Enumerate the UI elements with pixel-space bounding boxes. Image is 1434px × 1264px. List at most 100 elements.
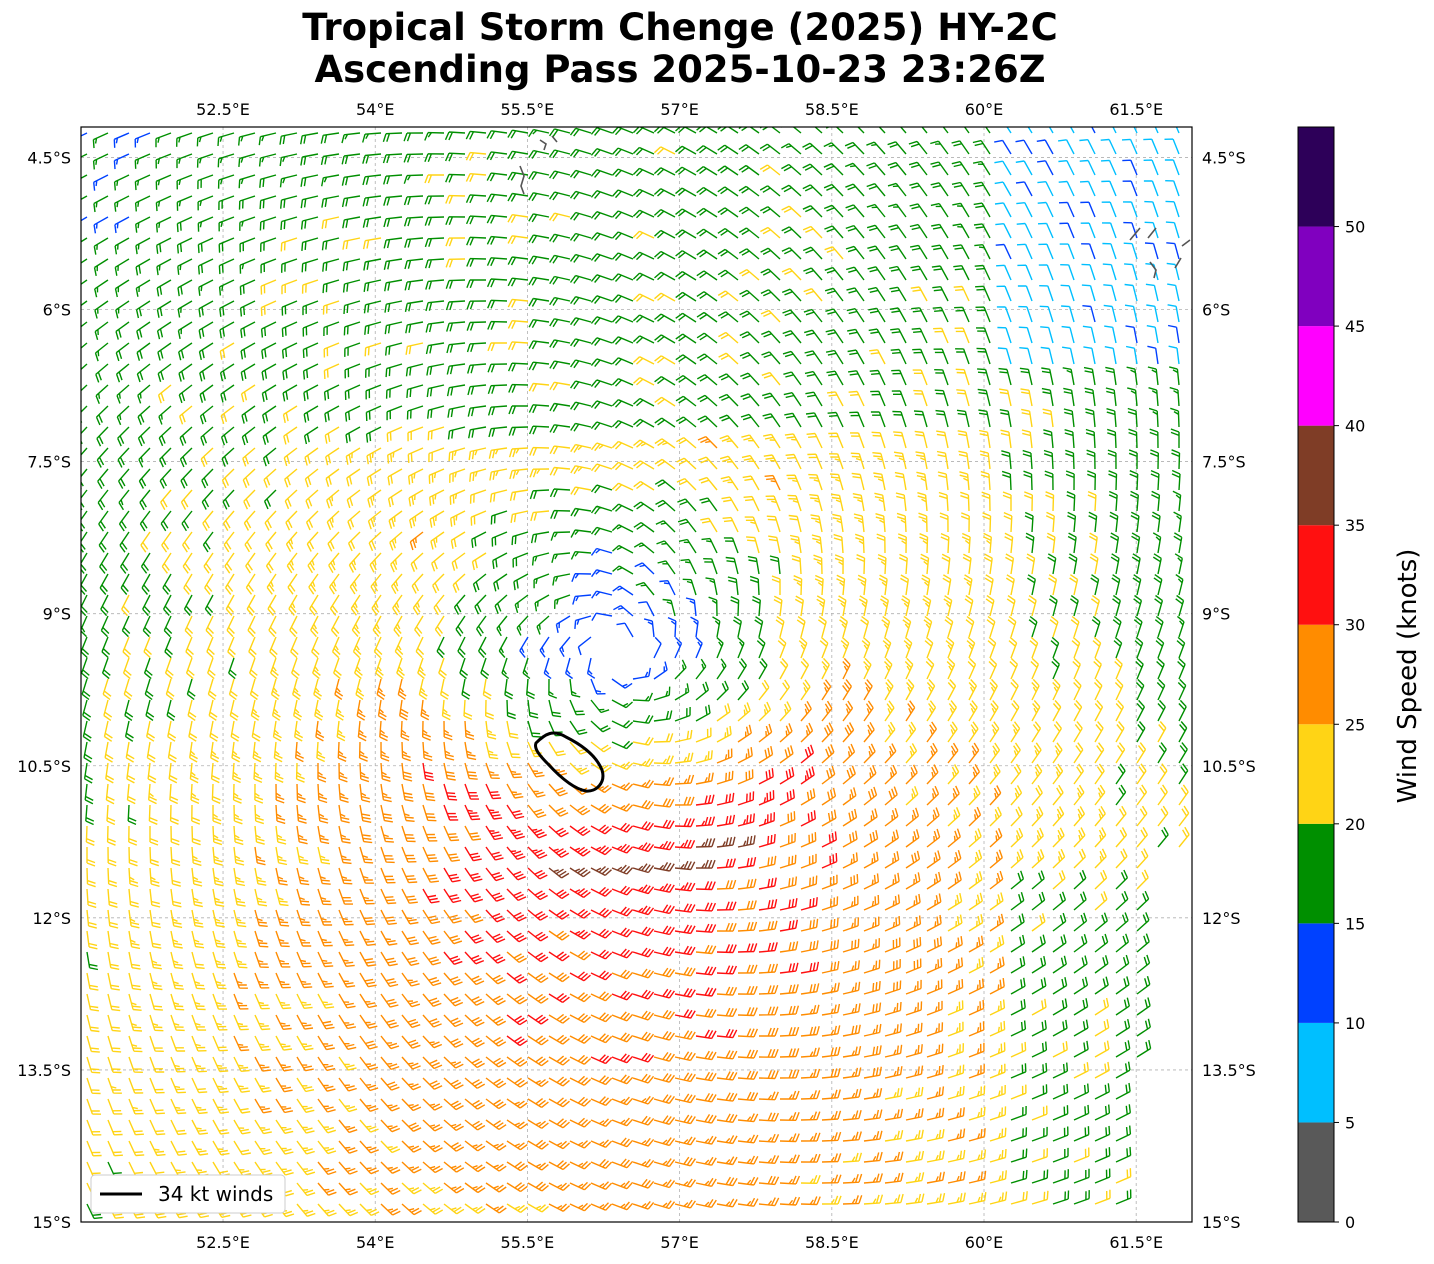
wind-barb [800, 1175, 821, 1184]
wind-barb [760, 268, 781, 281]
wind-barb [548, 1013, 570, 1024]
wind-barb [947, 785, 960, 806]
wind-barb [1115, 976, 1130, 995]
wind-barb [779, 876, 798, 890]
wind-barb [511, 531, 529, 546]
wind-barb [821, 1195, 842, 1205]
wind-barb [915, 451, 928, 470]
wind-barb [884, 1066, 903, 1079]
wind-barb [447, 405, 466, 418]
wind-barb [989, 1020, 1006, 1037]
wind-barb [422, 1119, 443, 1132]
wind-barb [527, 846, 548, 860]
wind-barb [905, 807, 920, 827]
wind-barb [863, 743, 876, 764]
wind-barb [888, 203, 907, 218]
wind-barb [362, 153, 382, 164]
wind-barb [401, 762, 413, 782]
wind-barb [1136, 827, 1149, 848]
wind-barb [1147, 366, 1159, 386]
wind-barb [719, 414, 739, 428]
wind-barb [937, 471, 949, 491]
wind-barb [1027, 127, 1033, 134]
wind-barb [107, 951, 120, 970]
wind-barb [443, 888, 462, 904]
wind-barb [719, 435, 739, 449]
wind-barb [1072, 657, 1081, 680]
wind-barb [738, 127, 760, 134]
wind-barb [905, 743, 918, 764]
wind-barb [233, 951, 248, 969]
wind-barb [571, 573, 592, 582]
wind-barb [800, 810, 816, 827]
wind-barb [338, 762, 348, 783]
lat-tick-label-left: 9°S [43, 605, 71, 624]
wind-barb [842, 960, 860, 974]
wind-barb [84, 783, 94, 805]
wind-barb [1007, 615, 1017, 638]
wind-barb [86, 972, 99, 991]
wind-barb [846, 308, 865, 323]
wind-barb [739, 268, 760, 281]
wind-barb [464, 1119, 486, 1131]
wind-barb [338, 1056, 357, 1071]
wind-barb [1039, 285, 1054, 302]
wind-barb [1115, 1168, 1132, 1184]
wind-barb [816, 595, 826, 617]
wind-barb [720, 476, 739, 491]
wind-barb [632, 863, 655, 874]
wind-barb [716, 1050, 738, 1060]
wind-barb [137, 426, 151, 447]
wind-barb [1094, 1061, 1110, 1079]
wind-barb [758, 745, 774, 764]
wind-barb [207, 678, 217, 701]
wind-barb [1178, 826, 1190, 848]
wind-barb [254, 1140, 273, 1156]
colorbar-tick-label: 5 [1345, 1113, 1355, 1132]
wind-barb [1065, 449, 1075, 470]
wind-barb [1115, 763, 1126, 785]
wind-barb [893, 451, 907, 470]
wind-barb [933, 327, 949, 344]
wind-barb [93, 237, 109, 255]
wind-barb [1129, 470, 1139, 491]
wind-barb [1052, 1190, 1070, 1205]
wind-barb [443, 1077, 464, 1090]
wind-barb [873, 472, 886, 491]
wind-barb [863, 1109, 883, 1121]
wind-barb [181, 510, 193, 532]
wind-barb [1073, 1062, 1089, 1079]
wind-barb [527, 1119, 549, 1129]
wind-barb [570, 465, 592, 475]
wind-barb [375, 657, 384, 680]
wind-barb [401, 1140, 422, 1153]
wind-barb [905, 679, 915, 701]
wind-barb [206, 636, 215, 659]
wind-barb [380, 1014, 399, 1029]
wind-barb [1031, 977, 1047, 995]
wind-barb [1065, 470, 1075, 491]
wind-barb [870, 411, 886, 428]
wind-barb [407, 426, 424, 442]
wind-barb [779, 962, 799, 974]
wind-barb [1005, 553, 1015, 575]
wind-barb [569, 274, 592, 284]
wind-barb [1052, 784, 1064, 806]
wind-barb [968, 892, 983, 911]
wind-barb [1079, 139, 1096, 155]
wind-barb [716, 1176, 738, 1187]
wind-barb [1073, 934, 1088, 953]
wind-barb [717, 269, 739, 281]
wind-barb [119, 531, 130, 553]
wind-barb [989, 1148, 1007, 1163]
wind-barb [254, 867, 267, 886]
wind-barb [968, 1085, 986, 1100]
wind-barb [200, 426, 214, 446]
wind-barb [1105, 387, 1117, 407]
wind-barb [309, 594, 319, 616]
wind-barb [956, 389, 970, 407]
wind-barb [506, 867, 526, 881]
wind-barb [737, 1113, 759, 1123]
wind-barb [891, 390, 907, 407]
wind-barb [611, 1053, 634, 1064]
